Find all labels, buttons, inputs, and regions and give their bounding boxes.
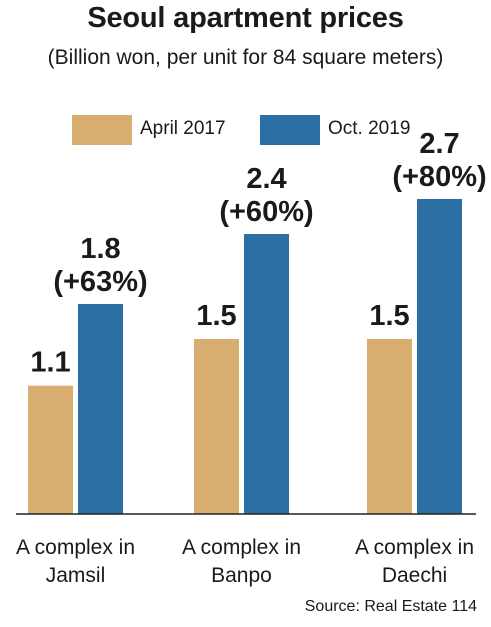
bar-april-2017-0 bbox=[28, 385, 73, 514]
data-label-april-2017-0: 1.1 bbox=[30, 347, 70, 379]
category-label-line1-0: A complex in bbox=[16, 536, 135, 559]
data-label-oct-2019-0: 1.8 bbox=[80, 233, 120, 265]
source-note: Source: Real Estate 114 bbox=[304, 598, 477, 615]
data-label-april-2017-1: 1.5 bbox=[196, 300, 236, 332]
category-label-line1-1: A complex in bbox=[182, 536, 301, 559]
data-label-april-2017-2: 1.5 bbox=[369, 300, 409, 332]
change-label-oct-2019-2: (+80%) bbox=[392, 161, 486, 193]
bar-oct-2019-2 bbox=[417, 199, 462, 514]
data-label-oct-2019-1: 2.4 bbox=[246, 163, 286, 195]
bar-oct-2019-1 bbox=[244, 234, 289, 514]
legend: April 2017 Oct. 2019 bbox=[0, 112, 491, 146]
legend-label-april-2017: April 2017 bbox=[140, 118, 226, 139]
legend-label-oct-2019: Oct. 2019 bbox=[328, 118, 411, 139]
category-label-line1-2: A complex in bbox=[355, 536, 474, 559]
chart-title: Seoul apartment prices bbox=[87, 2, 404, 34]
bar-april-2017-1 bbox=[194, 339, 239, 514]
legend-swatch-oct-2019 bbox=[260, 115, 320, 145]
category-label-line2-2: Daechi bbox=[382, 564, 447, 587]
legend-swatch-april-2017 bbox=[72, 115, 132, 145]
category-label-line2-1: Banpo bbox=[211, 564, 272, 587]
category-label-line2-0: Jamsil bbox=[46, 564, 106, 587]
change-label-oct-2019-1: (+60%) bbox=[219, 196, 313, 228]
bar-april-2017-2 bbox=[367, 339, 412, 514]
chart-subtitle: (Billion won, per unit for 84 square met… bbox=[47, 46, 444, 69]
change-label-oct-2019-0: (+63%) bbox=[53, 266, 147, 298]
data-label-oct-2019-2: 2.7 bbox=[419, 128, 459, 160]
bar-oct-2019-0 bbox=[78, 304, 123, 514]
